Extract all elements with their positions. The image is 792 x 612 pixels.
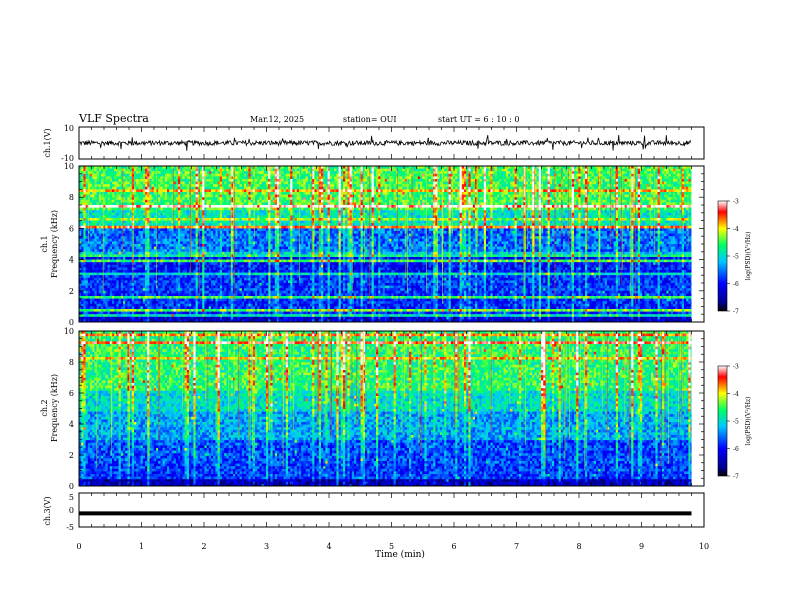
colorbar-tick-label: -4 <box>733 226 739 233</box>
ch1-colorbar <box>717 200 728 312</box>
ytick-label: 0 <box>69 318 74 327</box>
ch3-ytick-bottom: -5 <box>66 523 74 532</box>
ytick-label: 6 <box>69 224 74 233</box>
ytick-label: 8 <box>69 193 74 202</box>
colorbar-tick-label: -6 <box>733 281 739 288</box>
ch3-waveform-ticks <box>78 493 705 527</box>
ytick-label: 10 <box>64 327 74 336</box>
colorbar-tick-label: -3 <box>733 199 739 206</box>
ch2-spectrogram-ylabel-channel: ch.2 <box>40 399 49 416</box>
colorbar-tick-label: -5 <box>733 419 739 426</box>
x-tick-label: 5 <box>389 542 394 551</box>
colorbar-tick-label: -6 <box>733 446 739 453</box>
ch2-spectrogram-heatmap <box>79 331 692 486</box>
ytick-label: 10 <box>64 162 74 171</box>
ytick-label: 8 <box>69 358 74 367</box>
ch2-colorbar <box>717 365 728 477</box>
ch3-ytick-top: 5 <box>69 493 74 502</box>
ytick-label: 2 <box>69 451 74 460</box>
colorbar-tick-label: -3 <box>733 364 739 371</box>
x-tick-label: 9 <box>639 542 644 551</box>
ch1-colorbar-ticks: -7 -6 -5 -4 -3 <box>727 199 739 316</box>
ch1-spectrogram-ticks <box>78 165 705 323</box>
start-time-label: start UT = 6 : 10 : 0 <box>438 115 519 124</box>
ch3-waveform-ylabel: ch.3(V) <box>43 496 52 525</box>
ch1-ytick-top: 10 <box>64 124 74 133</box>
ch1-spectrogram-ylabel-channel: ch.1 <box>40 235 49 252</box>
x-tick-label: 2 <box>201 542 206 551</box>
ch3-waveform-frame <box>78 492 705 528</box>
ch1-spectrogram-heatmap <box>79 166 692 322</box>
x-tick-label: 6 <box>451 542 456 551</box>
ytick-label: 4 <box>69 420 74 429</box>
x-tick-label: 3 <box>264 542 269 551</box>
ch1-colorbar-label: log(PSD)(V²/Hz) <box>745 232 752 281</box>
x-tick-label: 7 <box>514 542 519 551</box>
ch2-spectrogram-ylabel-frequency: Frequency (kHz) <box>50 374 59 442</box>
ytick-label: 0 <box>69 482 74 491</box>
colorbar-tick-label: -7 <box>733 309 739 316</box>
x-tick-label: 4 <box>326 542 331 551</box>
ch1-waveform-ylabel: ch.1(V) <box>43 128 52 157</box>
ch2-spectrogram-yticklabels: 0 2 4 6 8 10 <box>64 327 74 491</box>
ch1-spectrogram-yticklabels: 0 2 4 6 8 10 <box>64 162 74 327</box>
ch2-colorbar-ticks: -7 -6 -5 -4 -3 <box>727 364 739 481</box>
x-axis-label: Time (min) <box>375 549 425 560</box>
ch1-waveform-line <box>78 134 692 151</box>
ch3-ytick-mid: 0 <box>69 506 74 515</box>
ch2-spectrogram-ticks <box>78 330 705 487</box>
x-tick-label: 10 <box>699 542 709 551</box>
ch1-ytick-bottom: -10 <box>61 154 74 163</box>
ytick-label: 2 <box>69 287 74 296</box>
ytick-label: 6 <box>69 389 74 398</box>
chart-title: VLF Spectra <box>79 112 149 125</box>
colorbar-tick-label: -5 <box>733 254 739 261</box>
x-tick-label: 8 <box>576 542 581 551</box>
ch1-waveform-panel: 10 -10 ch.1(V) <box>43 124 705 163</box>
ch1-waveform-ticks <box>78 127 705 159</box>
ch1-spectrogram-ylabel-frequency: Frequency (kHz) <box>50 210 59 278</box>
ch2-colorbar-label: log(PSD)(V²/Hz) <box>745 397 752 446</box>
station-label: station= OUI <box>343 115 397 124</box>
colorbar-tick-label: -7 <box>733 474 739 481</box>
date-label: Mar.12, 2025 <box>250 115 304 124</box>
x-axis-ticklabels: 0 1 2 3 4 5 6 7 8 9 10 <box>76 542 709 551</box>
ytick-label: 4 <box>69 256 74 265</box>
colorbar-tick-label: -4 <box>733 391 739 398</box>
x-tick-label: 1 <box>139 542 144 551</box>
x-tick-label: 0 <box>76 542 81 551</box>
ch3-waveform-panel: 5 0 -5 ch.3(V) <box>43 492 705 532</box>
